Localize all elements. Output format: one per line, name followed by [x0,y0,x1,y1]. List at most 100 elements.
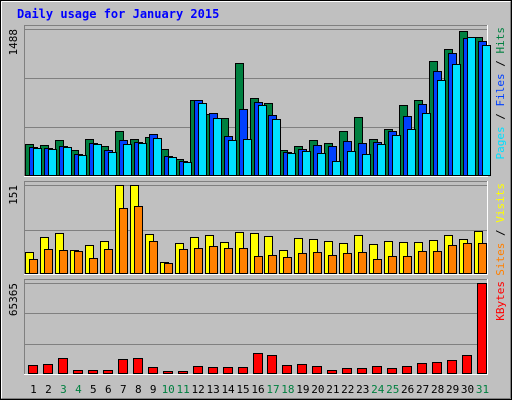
x-axis-labels: 1 2 3 4 5 6 7 8 9 10 11 12 13 14 15 16 17 18 19 20 21 22 23 24 2… [30,383,489,396]
bar-kbytes [163,371,173,374]
bar-sites [298,253,307,274]
bar-pages [243,139,252,176]
bar-pages [93,144,102,176]
x-tick-label: 8 [135,383,142,396]
bar-kbytes [103,370,113,374]
bar-kbytes [88,370,98,374]
bar-sites [343,253,352,274]
x-tick-label: 20 [311,383,324,396]
bar-sites [29,259,38,274]
bar-pages [183,162,192,176]
x-tick-label: 5 [90,383,97,396]
bar-sites [74,251,83,274]
legend-entry: / [494,223,507,243]
x-tick-label: 14 [221,383,235,396]
bar-kbytes [327,370,337,374]
bar-sites [268,255,277,274]
legend-entry: Pages [494,126,507,159]
chart-panels: 1488 Pages / Files / Hits 151 Sites / Visit… [7,25,507,375]
bar-sites [418,251,427,274]
bar-sites [433,251,442,274]
bar-kbytes [312,366,322,374]
bar-pages [317,153,326,176]
bar-pages [78,155,87,176]
bar-kbytes [342,368,352,374]
x-tick-label: 22 [341,383,354,396]
x-tick-label: 25 [386,383,399,396]
bar-sites [44,249,53,274]
bar-kbytes [178,371,188,374]
bar-sites [179,249,188,274]
legend-entry: Files [494,73,507,106]
bar-pages [138,143,147,176]
bar-kbytes [477,283,487,374]
bar-kbytes [462,355,472,374]
x-tick-label: 3 [60,383,67,396]
bar-pages [108,152,117,176]
legend-entry: / [494,107,507,127]
bar-kbytes [148,367,158,374]
bar-kbytes [372,366,382,374]
bar-kbytes [58,358,68,374]
chart-title: Daily usage for January 2015 [17,7,219,21]
bar-kbytes [357,368,367,374]
bar-pages [377,144,386,176]
bar-pages [302,151,311,176]
bar-pages [123,144,132,176]
bar-kbytes [133,358,143,374]
bar-sites [283,257,292,274]
bar-pages [33,148,42,176]
bar-sites [313,252,322,274]
legend-entry: Visits [494,183,507,223]
bar-kbytes [297,364,307,374]
bar-pages [347,151,356,176]
bar-sites [209,246,218,274]
bar-kbytes [43,364,53,374]
bar-kbytes [402,366,412,374]
bar-pages [407,129,416,176]
bar-sites [328,255,337,274]
x-tick-label: 31 [476,383,489,396]
x-tick-label: 11 [177,383,190,396]
x-tick-label: 30 [461,383,474,396]
x-tick-label: 23 [356,383,369,396]
y-max-label: 151 [7,185,20,205]
bar-sites [254,256,263,274]
x-tick-label: 16 [251,383,264,396]
panel-legend: Sites / Visits [494,183,507,276]
bar-sites [134,206,143,274]
bar-kbytes [118,359,128,374]
bar-pages [287,153,296,176]
bar-kbytes [223,367,233,374]
bar-pages [452,64,461,176]
x-tick-label: 7 [120,383,127,396]
bar-kbytes [432,362,442,374]
bar-sites [224,248,233,274]
bar-pages [213,118,222,176]
bar-kbytes [253,353,263,374]
x-tick-label: 1 [30,383,37,396]
y-max-label: 65365 [7,283,20,316]
panel-hits-files-pages: 1488 Pages / Files / Hits [7,25,507,177]
x-tick-label: 21 [326,383,339,396]
bar-pages [228,140,237,176]
bar-sites [59,250,68,274]
bar-sites [403,256,412,274]
bar-pages [198,103,207,176]
bar-sites [239,248,248,274]
legend-entry: Sites [494,243,507,276]
x-tick-label: 2 [45,383,52,396]
bar-kbytes [208,367,218,374]
panel-legend: Pages / Files / Hits [494,27,507,160]
bar-kbytes [267,355,277,374]
panel-visits-sites: 151 Sites / Visits [7,181,507,276]
bar-sites [89,258,98,274]
x-tick-label: 15 [236,383,249,396]
bar-pages [482,45,491,176]
bar-sites [373,259,382,274]
bar-pages [258,105,267,176]
bar-sites [149,241,158,274]
bar-sites [463,243,472,274]
x-tick-label: 19 [296,383,309,396]
